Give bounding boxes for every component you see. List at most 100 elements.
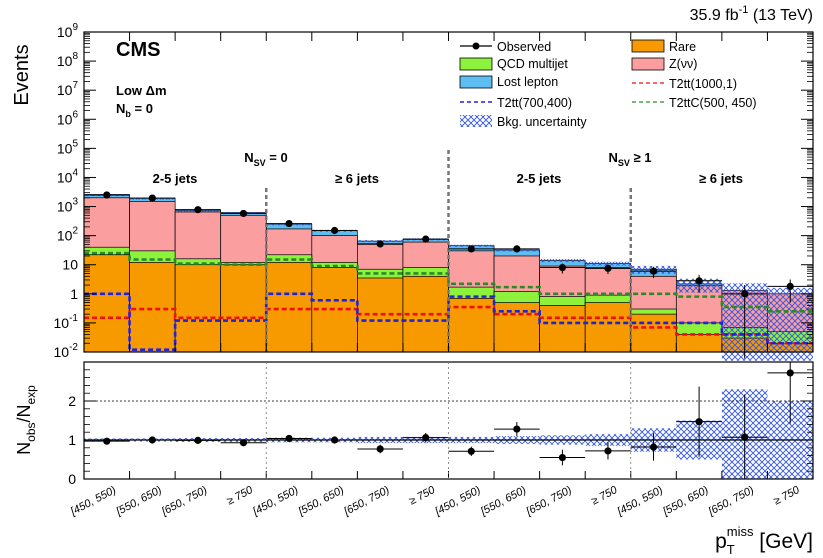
signal-t2ttc xyxy=(84,251,813,313)
observed-point-bin-7 xyxy=(376,240,384,248)
stack-rare-bin-12 xyxy=(584,302,632,353)
ratio-point-bin-11 xyxy=(558,453,567,462)
category-label-15: [650, 750) xyxy=(706,484,757,518)
observed-point-bin-10 xyxy=(513,245,521,253)
ratio-point-bin-7 xyxy=(376,445,384,453)
svg-text:T2ttC(500, 450): T2ttC(500, 450) xyxy=(669,96,757,110)
legend-swatch-unc xyxy=(460,115,492,127)
category-label-7: [650, 750) xyxy=(341,484,392,518)
jet-bin-label-4: ≥ 6 jets xyxy=(699,171,743,186)
category-label-4: ≥ 750 xyxy=(225,484,256,508)
ratio-points xyxy=(84,362,813,479)
observed-point-bin-5 xyxy=(285,219,293,228)
uncertainty-band-bin-12 xyxy=(585,261,631,266)
y-tick-label-7: 104 xyxy=(57,167,79,185)
group-label-nsv1: NSV ≥ 1 xyxy=(609,150,652,168)
category-label-16: ≥ 750 xyxy=(772,484,803,508)
svg-text:T2tt(700,400): T2tt(700,400) xyxy=(497,96,572,110)
stack-rare-bin-4 xyxy=(220,264,267,353)
svg-text:Z(νν): Z(νν) xyxy=(669,57,697,71)
category-label-10: [550, 650) xyxy=(478,484,529,518)
observed-point-bin-4 xyxy=(239,209,248,218)
observed-point-bin-14 xyxy=(695,277,703,285)
y-tick-label-5: 102 xyxy=(57,226,79,244)
y-tick-label-11: 108 xyxy=(57,51,79,69)
y-tick-label-1: 10-2 xyxy=(54,342,79,360)
observed-point-bin-2 xyxy=(148,194,156,202)
y-tick-label-3: 1 xyxy=(70,286,78,302)
ratio-axis: 0 1 2 xyxy=(68,362,814,487)
ratio-plot: 012 [450, 550)[550, 650)[650, 750) ≥ 750[… xyxy=(14,361,814,518)
ratio-point-bin-12 xyxy=(604,447,612,455)
stack-rare-bin-1 xyxy=(83,254,130,353)
ratio-point-bin-5 xyxy=(285,434,293,443)
ratio-point-bin-1 xyxy=(103,437,111,445)
legend-observed: Observed xyxy=(460,40,551,54)
svg-text:Rare: Rare xyxy=(669,40,696,54)
category-label-1: [450, 550) xyxy=(68,484,119,518)
y-tick-label-9: 106 xyxy=(57,109,79,127)
category-label-14: [550, 650) xyxy=(660,484,711,518)
legend: Observed QCD multijet Lost lepton T2tt(7… xyxy=(459,39,757,129)
observed-point-bin-11 xyxy=(558,263,567,272)
stack-rare-bin-3 xyxy=(174,264,222,353)
y-tick-label-8: 105 xyxy=(57,138,79,156)
svg-text:QCD multijet: QCD multijet xyxy=(497,57,568,71)
experiment-label: CMS xyxy=(116,39,160,61)
ratio-point-bin-14 xyxy=(695,418,703,426)
lumi-exponent: -1 xyxy=(739,4,749,16)
lumi-value: 35.9 fb xyxy=(690,7,739,24)
legend-t2tt-1000: T2tt(1000,1) xyxy=(632,77,737,91)
x-axis-title: pTmiss [GeV] xyxy=(715,524,813,557)
legend-unc: Bkg. uncertainty xyxy=(460,115,587,129)
category-label-13: [450, 550) xyxy=(615,484,666,518)
svg-text:T2tt(1000,1): T2tt(1000,1) xyxy=(669,77,737,91)
category-label-9: [450, 550) xyxy=(432,484,483,518)
ratio-point-bin-8 xyxy=(422,434,430,442)
group-label-nsv0: NSV = 0 xyxy=(244,150,287,168)
ratio-y-tick-label-2: 1 xyxy=(68,432,76,448)
observed-points xyxy=(84,191,813,359)
observed-point-bin-6 xyxy=(330,226,339,235)
ratio-point-bin-13 xyxy=(649,443,658,451)
region-label-dm: Low Δm xyxy=(116,83,167,98)
ratio-point-bin-3 xyxy=(194,436,202,444)
ratio-point-bin-6 xyxy=(330,436,339,444)
ratio-point-bin-15 xyxy=(741,433,749,441)
ratio-y-axis-title: Nobs/Nexp xyxy=(14,385,38,455)
svg-text:Observed: Observed xyxy=(497,40,551,54)
category-label-3: [650, 750) xyxy=(159,484,210,518)
stack-rare-bin-10 xyxy=(493,302,540,353)
stack-rare-bin-14 xyxy=(675,334,723,353)
observed-point-bin-12 xyxy=(604,264,612,272)
y-tick-label-10: 107 xyxy=(57,80,79,98)
stack-rare-bin-2 xyxy=(129,262,176,353)
category-label-12: ≥ 750 xyxy=(590,484,621,508)
legend-swatch-qcd xyxy=(459,57,493,71)
observed-point-bin-9 xyxy=(467,245,475,253)
category-label-6: [550, 650) xyxy=(296,484,347,518)
main-axis: 10-2 10-1 1 10 102 103 104 105 106 107 108 109 xyxy=(54,22,814,360)
ratio-y-tick-label-1: 0 xyxy=(68,471,76,487)
lumi-energy: (13 TeV) xyxy=(748,7,813,24)
y-tick-label-2: 10-1 xyxy=(54,313,79,331)
lumi-label: 35.9 fb-1 (13 TeV) xyxy=(690,4,813,24)
observed-point-bin-13 xyxy=(649,267,658,275)
svg-text:Lost lepton: Lost lepton xyxy=(497,75,558,89)
stack-rare-bin-11 xyxy=(539,305,586,353)
y-tick-label-12: 109 xyxy=(57,22,79,40)
region-label-nb: Nb = 0 xyxy=(116,101,153,119)
legend-qcd: QCD multijet xyxy=(459,57,568,71)
stack-rare-bin-13 xyxy=(630,313,677,353)
svg-text:Bkg. uncertainty: Bkg. uncertainty xyxy=(497,115,587,129)
category-label-5: [450, 550) xyxy=(250,484,301,518)
ratio-point-bin-10 xyxy=(513,425,521,433)
observed-point-bin-1 xyxy=(103,191,111,199)
observed-point-bin-15 xyxy=(741,290,749,298)
jet-bin-label-3: 2-5 jets xyxy=(517,171,562,186)
legend-lostlep: Lost lepton xyxy=(459,75,558,89)
category-label-11: [650, 750) xyxy=(524,484,575,518)
legend-t2tt-700: T2tt(700,400) xyxy=(460,96,572,110)
